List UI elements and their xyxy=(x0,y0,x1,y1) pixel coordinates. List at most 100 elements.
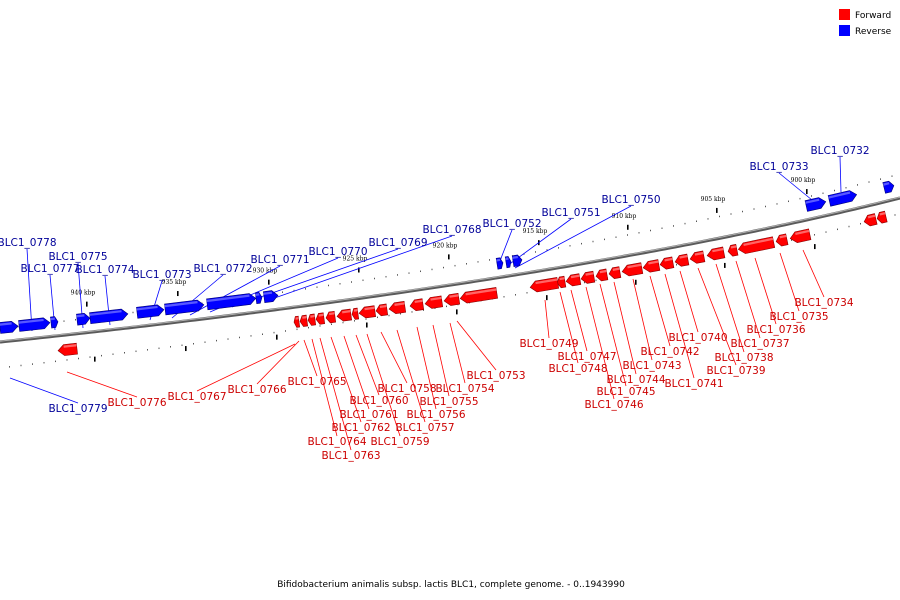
gene-label-blc1-0736: BLC1_0736 xyxy=(746,324,805,336)
leader-line xyxy=(416,326,437,410)
leader-line xyxy=(839,156,842,193)
minor-tick xyxy=(135,350,137,353)
gene-label-blc1-0755: BLC1_0755 xyxy=(419,396,478,408)
minor-tick xyxy=(397,274,398,276)
minor-tick xyxy=(239,336,240,339)
leader-line xyxy=(26,248,33,332)
scale-label: 900 kbp xyxy=(791,177,816,184)
leader-line xyxy=(343,335,370,410)
leader-line xyxy=(779,252,800,312)
forward-gene-arrow xyxy=(689,250,706,264)
minor-tick xyxy=(423,309,424,311)
reverse-gene-arrow xyxy=(495,257,504,270)
minor-tick xyxy=(454,264,456,267)
gene-label-blc1-0778: BLC1_0778 xyxy=(0,237,57,249)
major-tick-upper xyxy=(268,279,270,285)
gene-label-blc1-0753: BLC1_0753 xyxy=(466,370,525,382)
gene-label-blc1-0779: BLC1_0779 xyxy=(48,403,107,415)
forward-gene-arrow xyxy=(659,256,675,270)
gene-label-blc1-0752: BLC1_0752 xyxy=(482,218,541,230)
leader-line xyxy=(649,275,671,347)
gene-label-blc1-0742: BLC1_0742 xyxy=(640,346,699,358)
minor-tick xyxy=(193,342,194,345)
minor-tick xyxy=(328,284,329,287)
major-tick-lower xyxy=(94,356,96,362)
scale-label: 905 kbp xyxy=(701,196,726,203)
forward-gene-arrow xyxy=(706,246,726,261)
gene-label-blc1-0760: BLC1_0760 xyxy=(349,395,408,407)
minor-tick xyxy=(385,275,387,278)
leader-line xyxy=(613,281,637,375)
minor-tick xyxy=(420,270,421,273)
major-tick-upper xyxy=(86,301,88,307)
forward-gene-arrow xyxy=(409,298,425,312)
gene-label-blc1-0757: BLC1_0757 xyxy=(395,422,454,434)
minor-tick xyxy=(227,338,229,340)
minor-tick xyxy=(342,321,344,324)
gene-label-blc1-0733: BLC1_0733 xyxy=(749,161,808,173)
leader-line xyxy=(366,333,401,437)
gene-label-blc1-0771: BLC1_0771 xyxy=(250,254,309,266)
minor-tick xyxy=(466,263,467,265)
major-tick-lower xyxy=(635,279,637,285)
leader-line xyxy=(456,320,497,371)
minor-tick xyxy=(742,210,743,213)
scale-label: 920 kbp xyxy=(433,242,458,249)
forward-gene-arrow xyxy=(580,270,596,284)
scale-label: 925 kbp xyxy=(343,256,368,263)
minor-tick xyxy=(78,357,79,360)
legend-forward-swatch xyxy=(839,9,850,20)
forward-gene-arrow xyxy=(459,287,498,304)
reverse-gene-arrow xyxy=(882,180,895,194)
leader-line xyxy=(311,338,338,437)
gene-label-blc1-0765: BLC1_0765 xyxy=(287,376,346,388)
gene-label-blc1-0767: BLC1_0767 xyxy=(167,391,226,403)
minor-tick xyxy=(753,208,755,210)
leader-line xyxy=(396,329,426,423)
reverse-gene-arrow xyxy=(89,308,129,324)
forward-gene-arrow xyxy=(351,307,360,320)
gene-label-blc1-0743: BLC1_0743 xyxy=(622,360,681,372)
minor-tick xyxy=(158,347,160,350)
minor-tick xyxy=(170,346,171,348)
minor-tick xyxy=(339,283,341,285)
leader-line xyxy=(599,283,627,387)
leader-line xyxy=(355,334,380,396)
gene-label-blc1-0754: BLC1_0754 xyxy=(435,383,494,395)
minor-tick xyxy=(515,294,516,296)
minor-tick xyxy=(776,203,778,205)
minor-tick xyxy=(273,331,275,334)
leader-line xyxy=(544,299,550,339)
minor-tick xyxy=(75,318,76,321)
minor-tick xyxy=(216,339,217,342)
map-caption: Bifidobacterium animalis subsp. lactis B… xyxy=(277,580,625,590)
minor-tick xyxy=(32,363,33,365)
gene-label-blc1-0772: BLC1_0772 xyxy=(193,263,252,275)
minor-tick xyxy=(354,320,355,322)
minor-tick xyxy=(55,360,56,363)
gene-label-blc1-0775: BLC1_0775 xyxy=(48,251,107,263)
minor-tick xyxy=(845,186,847,189)
leader-line xyxy=(585,286,615,400)
forward-gene-arrow xyxy=(307,313,317,326)
minor-tick xyxy=(331,323,332,326)
gene-label-blc1-0749: BLC1_0749 xyxy=(519,338,578,350)
forward-gene-arrow xyxy=(443,292,461,306)
minor-tick xyxy=(204,341,206,343)
forward-gene-arrow xyxy=(595,268,609,282)
major-tick-upper xyxy=(806,189,808,195)
minor-tick xyxy=(811,195,812,197)
minor-tick xyxy=(558,247,559,249)
gene-label-blc1-0773: BLC1_0773 xyxy=(132,269,191,281)
leader-line xyxy=(380,331,408,384)
reverse-gene-arrow xyxy=(827,190,858,207)
minor-tick xyxy=(894,214,896,216)
leader-line xyxy=(715,263,745,353)
gene-label-blc1-0762: BLC1_0762 xyxy=(331,422,390,434)
minor-tick xyxy=(319,325,321,327)
minor-tick xyxy=(388,314,390,317)
minor-tick xyxy=(296,328,298,331)
minor-tick xyxy=(308,326,309,329)
